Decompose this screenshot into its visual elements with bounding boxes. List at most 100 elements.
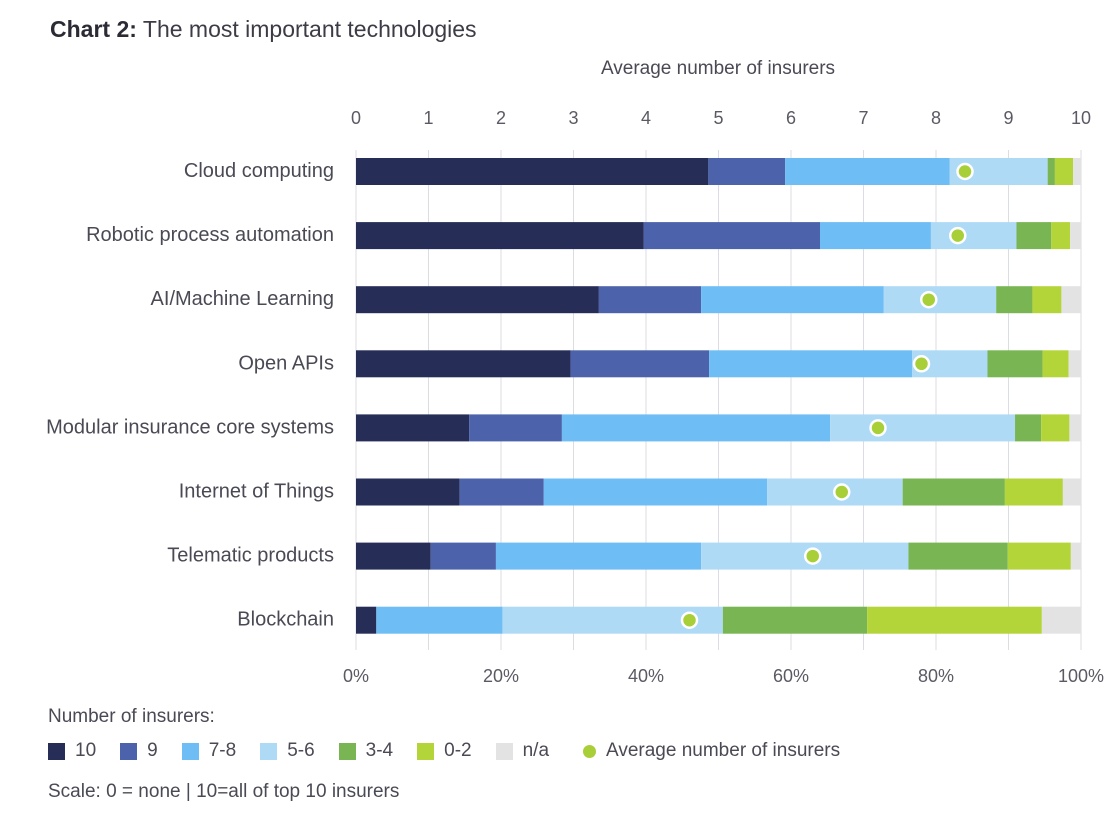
legend-label: 5-6 bbox=[287, 740, 315, 761]
bar-segment bbox=[701, 286, 884, 314]
bar-segment bbox=[1042, 350, 1069, 378]
legend-label: n/a bbox=[522, 740, 550, 761]
category-label: Blockchain bbox=[237, 609, 334, 631]
bar-segment bbox=[356, 542, 431, 570]
legend-swatch bbox=[260, 742, 278, 760]
legend-swatch bbox=[417, 742, 435, 760]
category-label: Telematic products bbox=[167, 545, 334, 567]
bar-segment bbox=[1062, 478, 1081, 506]
bottom-tick-label: 40% bbox=[628, 666, 664, 686]
top-tick-label: 9 bbox=[1003, 108, 1013, 128]
scale-note: Scale: 0 = none | 10=all of top 10 insur… bbox=[48, 781, 400, 802]
category-label: AI/Machine Learning bbox=[151, 288, 334, 310]
bar-segment bbox=[1070, 542, 1081, 570]
top-axis-label: Average number of insurers bbox=[601, 58, 835, 79]
average-marker bbox=[920, 290, 938, 309]
bottom-tick-label: 20% bbox=[483, 666, 519, 686]
bar-segment bbox=[996, 286, 1033, 314]
bar-segment bbox=[867, 606, 1042, 634]
bar-segment bbox=[930, 222, 1017, 250]
bar-segment bbox=[356, 158, 709, 185]
legend-item: 3-4 bbox=[338, 740, 394, 762]
category-label: Open APIs bbox=[238, 352, 334, 374]
bar-segment bbox=[785, 158, 950, 185]
legend-average-dot bbox=[583, 744, 597, 758]
category-label: Robotic process automation bbox=[86, 224, 334, 246]
bar-segment bbox=[1070, 222, 1081, 250]
bar-segment bbox=[1073, 158, 1081, 185]
chart-title-text: The most important technologies bbox=[142, 16, 477, 42]
bar-segment bbox=[820, 222, 931, 250]
bar-segment bbox=[469, 414, 562, 442]
bar-segment bbox=[356, 478, 460, 506]
bar-segment bbox=[1015, 414, 1042, 442]
category-label: Cloud computing bbox=[184, 160, 334, 182]
bar-segment bbox=[356, 350, 571, 378]
bar-segment bbox=[1016, 222, 1052, 250]
legend-label: 7-8 bbox=[208, 740, 237, 761]
top-tick-label: 6 bbox=[786, 108, 796, 128]
bar-segment bbox=[643, 222, 820, 250]
bar-segment bbox=[830, 414, 1016, 442]
bar-segment bbox=[1068, 350, 1081, 378]
legend-label: Average number of insurers bbox=[606, 740, 841, 761]
bar-segment bbox=[1047, 158, 1055, 185]
bar-segment bbox=[1004, 478, 1063, 506]
average-marker bbox=[956, 162, 974, 181]
bar-segment bbox=[1041, 606, 1081, 634]
bottom-tick-label: 60% bbox=[773, 666, 809, 686]
top-tick-label: 4 bbox=[641, 108, 651, 128]
legend-label: 0-2 bbox=[444, 740, 472, 761]
top-tick-label: 2 bbox=[496, 108, 506, 128]
bar-segment bbox=[987, 350, 1043, 378]
top-tick-label: 7 bbox=[858, 108, 868, 128]
bar-segment bbox=[356, 222, 644, 250]
bar-segment bbox=[1051, 222, 1071, 250]
bar-segment bbox=[908, 542, 1008, 570]
legend-swatch bbox=[181, 742, 199, 760]
average-marker bbox=[912, 355, 931, 373]
bar-segment bbox=[430, 542, 496, 570]
bar-segment bbox=[722, 606, 868, 634]
bar-segment bbox=[543, 478, 768, 506]
bar-segment bbox=[1054, 158, 1074, 185]
bar-segment bbox=[561, 414, 831, 442]
average-marker bbox=[833, 483, 851, 501]
legend-item: 5-6 bbox=[260, 740, 315, 762]
legend-item: n/a bbox=[495, 740, 550, 762]
bar-segment bbox=[1032, 286, 1062, 314]
bar-segment bbox=[356, 414, 470, 442]
bar-segment bbox=[1069, 414, 1081, 442]
bottom-tick-label: 100% bbox=[1058, 666, 1104, 686]
average-marker bbox=[949, 226, 967, 245]
bottom-tick-label: 0% bbox=[343, 666, 369, 686]
legend-item: 0-2 bbox=[417, 740, 472, 762]
average-marker bbox=[680, 611, 699, 629]
legend: 10 9 7-8 5-6 3-4 0-2 n/a Average number of insu… bbox=[48, 738, 864, 764]
legend-label: 3-4 bbox=[365, 740, 394, 761]
average-marker bbox=[869, 419, 887, 437]
category-label: Modular insurance core systems bbox=[46, 416, 334, 438]
legend-label: 9 bbox=[147, 740, 158, 761]
bar-segment bbox=[459, 478, 544, 506]
category-label: Internet of Things bbox=[179, 481, 334, 503]
legend-swatch bbox=[120, 742, 138, 760]
legend-item: 7-8 bbox=[181, 740, 237, 762]
legend-title: Number of insurers: bbox=[48, 706, 215, 727]
top-tick-label: 8 bbox=[931, 108, 941, 128]
top-tick-label: 3 bbox=[568, 108, 578, 128]
top-tick-label: 1 bbox=[423, 108, 433, 128]
bar-segment bbox=[598, 286, 702, 314]
legend-item: 9 bbox=[120, 740, 158, 762]
top-tick-label: 5 bbox=[713, 108, 723, 128]
legend-item-average: Average number of insurers bbox=[573, 740, 840, 762]
bar-segment bbox=[708, 158, 786, 185]
bar-segment bbox=[1041, 414, 1070, 442]
bar-segment bbox=[495, 542, 702, 570]
bar-segment bbox=[883, 286, 997, 314]
legend-swatch bbox=[48, 742, 65, 760]
bar-segment bbox=[709, 350, 913, 378]
legend-swatch bbox=[495, 742, 513, 760]
bar-segment bbox=[902, 478, 1005, 506]
